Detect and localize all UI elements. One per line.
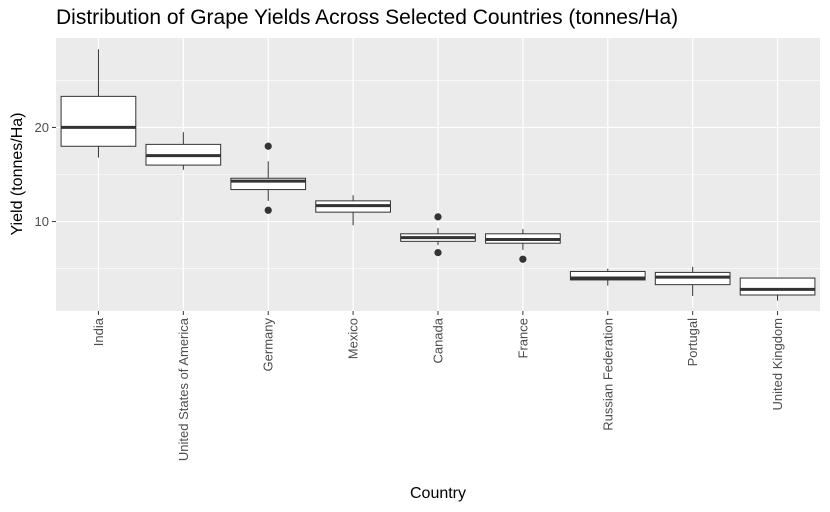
chart-title: Distribution of Grape Yields Across Sele… <box>56 6 679 29</box>
box-portugal <box>654 266 731 296</box>
box-france <box>485 229 561 263</box>
y-tick-label: 10 <box>35 214 49 229</box>
x-tick-label: Germany <box>261 318 276 372</box>
x-axis-ticks: India United States of America Germany Mexi… <box>91 311 785 461</box>
outlier-point <box>434 249 442 257</box>
outlier-point <box>264 142 272 150</box>
x-tick-label: United Kingdom <box>770 318 785 411</box>
box-india <box>60 49 137 158</box>
x-tick-label: Russian Federation <box>600 318 615 431</box>
x-tick-label: Portugal <box>685 318 700 367</box>
box-mexico <box>315 195 391 226</box>
outlier-point <box>519 255 527 263</box>
outlier-point <box>264 206 272 214</box>
iqr-box <box>60 95 137 147</box>
x-axis-title: Country <box>410 485 466 502</box>
x-tick-label: Canada <box>431 317 446 363</box>
box-canada <box>400 213 476 257</box>
box-russian-federation <box>569 268 646 286</box>
x-tick-label: Mexico <box>346 318 361 359</box>
box-united-states-of-america <box>145 132 222 170</box>
iqr-box <box>230 177 307 191</box>
x-tick-label: United States of America <box>176 317 191 461</box>
box-germany <box>230 142 307 214</box>
x-tick-label: India <box>91 317 106 346</box>
x-tick-label: France <box>515 318 530 358</box>
y-axis-title: Yield (tonnes/Ha) <box>9 112 26 235</box>
box-united-kingdom <box>739 277 816 301</box>
y-tick-label: 20 <box>35 120 49 135</box>
y-axis-ticks: 10 20 <box>35 120 56 229</box>
boxes <box>60 49 816 301</box>
iqr-box <box>739 277 816 296</box>
iqr-box <box>569 270 646 281</box>
outlier-point <box>434 213 442 221</box>
